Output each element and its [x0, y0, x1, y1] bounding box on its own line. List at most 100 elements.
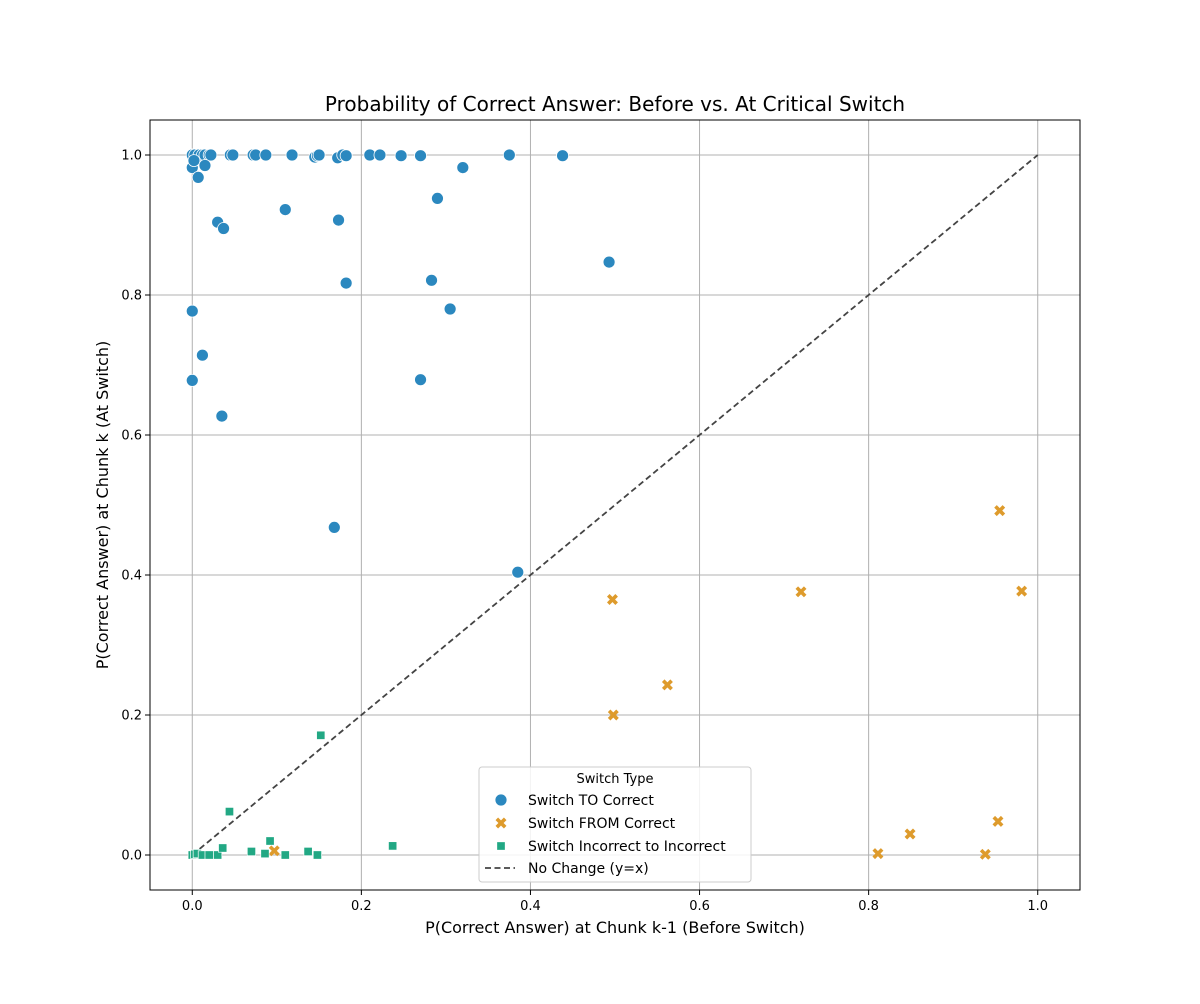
data-point — [198, 159, 212, 172]
y-axis-label: P(Correct Answer) at Chunk k (At Switch) — [93, 341, 112, 670]
x-marker-stroke — [495, 817, 507, 829]
x-axis-label: P(Correct Answer) at Chunk k-1 (Before S… — [425, 918, 805, 937]
legend-items: Switch TO Correct Switch FROM Correct Swit… — [485, 793, 726, 877]
data-point — [1016, 585, 1028, 597]
data-point — [224, 807, 235, 817]
data-point — [339, 149, 353, 163]
legend-label: Switch TO Correct — [528, 793, 654, 809]
legend-box — [478, 766, 752, 883]
data-point — [388, 841, 398, 851]
legend: Switch Type Switch TO Correct Switch FROM… — [478, 766, 752, 883]
legend-title: Switch Type — [577, 772, 654, 787]
y-tick-label: 1.0 — [121, 149, 142, 164]
data-point — [606, 594, 618, 605]
series-2 — [187, 730, 398, 860]
data-point — [196, 348, 209, 362]
data-point — [187, 154, 201, 168]
x-marker-stroke — [607, 709, 619, 721]
x-tick-label: 0.6 — [689, 899, 710, 914]
x-tick-label: 0.0 — [182, 899, 203, 914]
y-tick-label: 0.0 — [121, 849, 142, 864]
data-point — [456, 161, 470, 175]
data-points — [185, 148, 1028, 860]
data-point — [185, 304, 199, 318]
data-point — [795, 586, 807, 598]
data-point — [280, 850, 290, 860]
x-marker-stroke — [979, 848, 991, 860]
x-marker-stroke — [1016, 585, 1028, 597]
grid-lines — [150, 120, 1080, 890]
x-tick-label: 0.8 — [858, 899, 879, 914]
legend-marker-0 — [494, 793, 508, 807]
x-tick-label: 0.4 — [520, 899, 541, 914]
data-point — [316, 730, 326, 740]
data-point — [443, 302, 457, 316]
data-point — [607, 709, 619, 721]
y-tick-label: 0.6 — [121, 429, 142, 444]
data-point — [979, 848, 991, 860]
legend-label: Switch Incorrect to Incorrect — [528, 839, 726, 855]
x-tick-label: 1.0 — [1027, 899, 1048, 914]
data-point — [285, 148, 299, 162]
data-point — [425, 273, 438, 287]
data-point — [602, 255, 616, 269]
data-point — [312, 148, 326, 162]
data-point — [992, 815, 1004, 827]
data-point — [191, 170, 205, 184]
data-point — [502, 148, 516, 162]
data-point — [268, 845, 280, 857]
data-point — [431, 191, 444, 205]
chart-title: Probability of Correct Answer: Before vs… — [325, 92, 905, 116]
axes-frame — [149, 119, 1081, 891]
series-0 — [185, 148, 616, 579]
data-point — [278, 203, 292, 217]
x-marker-stroke — [992, 815, 1004, 827]
data-point — [511, 565, 525, 579]
data-point — [259, 148, 273, 162]
reference-line-layer — [191, 154, 1039, 856]
x-marker-stroke — [994, 505, 1006, 517]
axis-ticks: 0.0 0.2 0.4 0.6 0.8 1.0 0.0 0.2 0.4 0.6 0.8 1.0 — [121, 149, 1048, 915]
data-point — [213, 850, 223, 860]
data-point — [246, 846, 257, 857]
x-marker-stroke — [268, 845, 280, 857]
data-point — [872, 848, 884, 860]
data-point — [556, 149, 569, 163]
x-marker-stroke — [795, 586, 807, 598]
data-point — [414, 149, 427, 163]
data-point — [661, 679, 673, 691]
data-point — [226, 148, 240, 162]
data-point — [339, 276, 353, 290]
data-point — [185, 373, 199, 387]
y-tick-label: 0.2 — [121, 709, 142, 724]
data-point — [265, 836, 275, 846]
data-point — [260, 849, 270, 859]
x-marker-stroke — [606, 594, 618, 605]
reference-line-y-equals-x — [191, 154, 1039, 856]
x-tick-label: 0.2 — [351, 899, 372, 914]
legend-label: No Change (y=x) — [528, 861, 649, 877]
data-point — [218, 843, 228, 853]
x-marker-stroke — [661, 679, 673, 691]
data-point — [204, 850, 214, 860]
legend-marker-1 — [495, 817, 507, 829]
data-point — [303, 846, 313, 857]
data-point — [414, 373, 427, 387]
data-point — [394, 149, 408, 163]
data-point — [994, 505, 1006, 517]
data-point — [327, 521, 341, 534]
data-point — [373, 148, 387, 162]
data-point — [217, 222, 230, 235]
data-point — [204, 148, 218, 162]
y-tick-label: 0.8 — [121, 289, 142, 304]
x-marker-stroke — [904, 828, 916, 840]
data-point — [312, 850, 322, 860]
series-1 — [268, 505, 1028, 860]
legend-label: Switch FROM Correct — [528, 816, 676, 832]
data-point — [215, 409, 229, 423]
legend-marker-2 — [496, 841, 506, 851]
y-tick-label: 0.4 — [121, 569, 142, 584]
data-point — [332, 213, 345, 227]
